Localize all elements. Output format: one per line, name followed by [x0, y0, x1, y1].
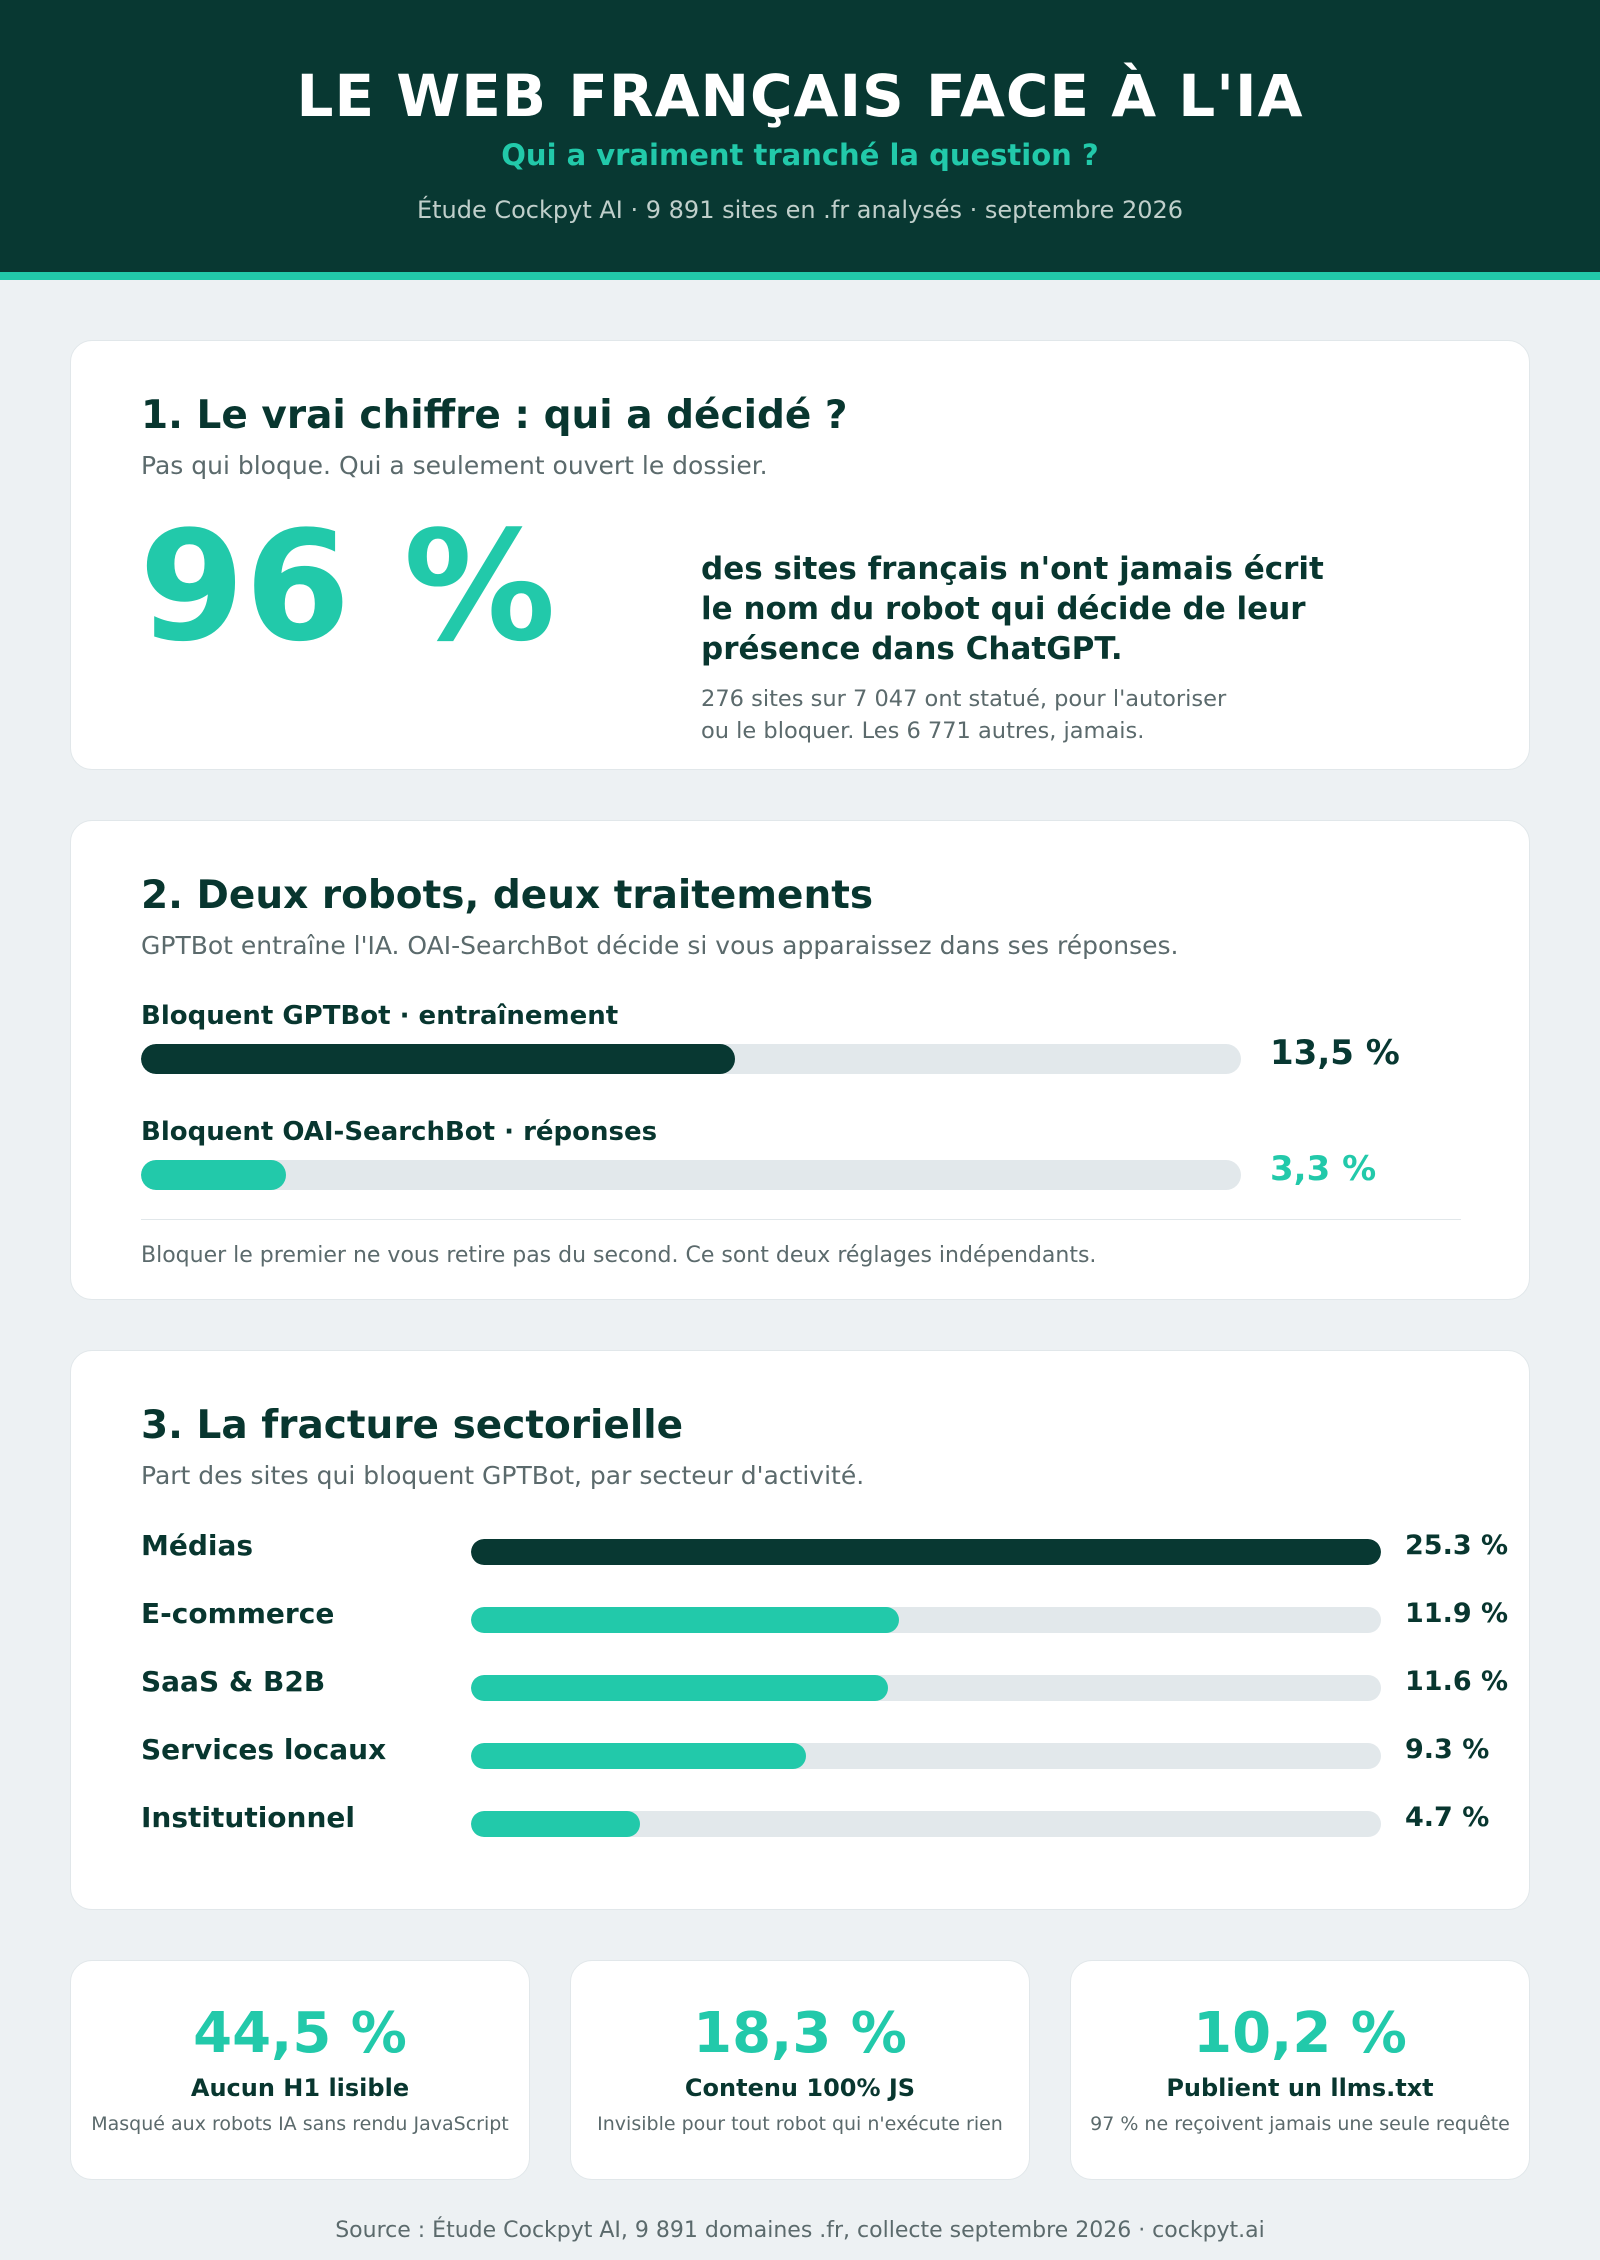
- big-note: 276 sites sur 7 047 ont statué, pour l'a…: [701, 683, 1321, 747]
- sector-label: Services locaux: [141, 1733, 387, 1766]
- study-meta: Étude Cockpyt AI · 9 891 sites en .fr an…: [416, 196, 1184, 224]
- sector-bar: [471, 1539, 1381, 1565]
- sector-bar-track: [471, 1607, 1381, 1633]
- searchbot-track: [141, 1160, 1241, 1190]
- sector-bar: [471, 1811, 641, 1837]
- sector-bar-track: [471, 1539, 1381, 1565]
- sector-label: Institutionnel: [141, 1801, 355, 1834]
- kpi-card-h1: 44,5 % Aucun H1 lisible Masqué aux robot…: [70, 1960, 530, 2180]
- searchbot-label: Bloquent OAI-SearchBot · réponses: [141, 1117, 658, 1147]
- note-line: 276 sites sur 7 047 ont statué, pour l'a…: [701, 686, 1227, 712]
- kpi-value: 44,5 %: [193, 2001, 407, 2066]
- section3-subtitle: Part des sites qui bloquent GPTBot, par …: [141, 1461, 865, 1490]
- gptbot-fill: [141, 1044, 735, 1074]
- sector-value-label: 25.3 %: [1405, 1530, 1509, 1561]
- kpi-label: Aucun H1 lisible: [190, 2074, 410, 2102]
- kpi-description: Invisible pour tout robot qui n'exécute …: [597, 2113, 1003, 2135]
- sector-label: E-commerce: [141, 1597, 335, 1630]
- kpi-label: Contenu 100% JS: [684, 2074, 916, 2102]
- sector-bar-track: [471, 1743, 1381, 1769]
- section3-title: 3. La fracture sectorielle: [141, 1403, 684, 1448]
- header-banner: LE WEB FRANÇAIS FACE À L'IA Qui a vraime…: [0, 0, 1600, 280]
- sector-bar: [471, 1675, 889, 1701]
- sector-label: SaaS & B2B: [141, 1665, 326, 1698]
- sector-value-label: 11.6 %: [1405, 1666, 1509, 1697]
- sector-bar: [471, 1607, 900, 1633]
- gptbot-label: Bloquent GPTBot · entraînement: [141, 1001, 619, 1031]
- sector-value-label: 9.3 %: [1405, 1734, 1490, 1765]
- source-footer: Source : Étude Cockpyt AI, 9 891 domaine…: [335, 2218, 1265, 2243]
- big-percentage: 96 %: [139, 498, 556, 675]
- robots-card: 2. Deux robots, deux traitements GPTBot …: [70, 820, 1530, 1300]
- decision-card: 1. Le vrai chiffre : qui a décidé ? Pas …: [70, 340, 1530, 770]
- kpi-card-llms: 10,2 % Publient un llms.txt 97 % ne reço…: [1070, 1960, 1530, 2180]
- divider: [141, 1219, 1461, 1220]
- robots-footnote: Bloquer le premier ne vous retire pas du…: [141, 1243, 1097, 1268]
- statement-line: le nom du robot qui décide de leur: [701, 591, 1306, 627]
- gptbot-track: [141, 1044, 1241, 1074]
- searchbot-fill: [141, 1160, 287, 1190]
- sector-card: 3. La fracture sectorielle Part des site…: [70, 1350, 1530, 1910]
- kpi-label: Publient un llms.txt: [1166, 2074, 1434, 2102]
- sector-value-label: 11.9 %: [1405, 1598, 1509, 1629]
- section1-subtitle: Pas qui bloque. Qui a seulement ouvert l…: [141, 451, 768, 480]
- sector-bar-track: [471, 1675, 1381, 1701]
- statement-line: des sites français n'ont jamais écrit: [701, 551, 1324, 587]
- sector-bar: [471, 1743, 806, 1769]
- kpi-description: Masqué aux robots IA sans rendu JavaScri…: [91, 2113, 509, 2135]
- sector-bar-track: [471, 1811, 1381, 1837]
- kpi-value: 10,2 %: [1193, 2001, 1407, 2066]
- section1-title: 1. Le vrai chiffre : qui a décidé ?: [141, 393, 848, 438]
- section2-subtitle: GPTBot entraîne l'IA. OAI-SearchBot déci…: [141, 931, 1179, 960]
- kpi-description: 97 % ne reçoivent jamais une seule requê…: [1090, 2113, 1510, 2135]
- statement-line: présence dans ChatGPT.: [701, 631, 1123, 667]
- page-title: LE WEB FRANÇAIS FACE À L'IA: [296, 62, 1304, 130]
- big-statement: des sites français n'ont jamais écrit le…: [701, 549, 1401, 669]
- sector-label: Médias: [141, 1529, 254, 1562]
- gptbot-value: 13,5 %: [1270, 1033, 1400, 1073]
- note-line: ou le bloquer. Les 6 771 autres, jamais.: [701, 718, 1145, 744]
- page-subtitle: Qui a vraiment tranché la question ?: [501, 138, 1099, 172]
- section2-title: 2. Deux robots, deux traitements: [141, 873, 874, 918]
- sector-value-label: 4.7 %: [1405, 1802, 1490, 1833]
- searchbot-value: 3,3 %: [1270, 1149, 1377, 1189]
- kpi-value: 18,3 %: [693, 2001, 907, 2066]
- kpi-card-js: 18,3 % Contenu 100% JS Invisible pour to…: [570, 1960, 1030, 2180]
